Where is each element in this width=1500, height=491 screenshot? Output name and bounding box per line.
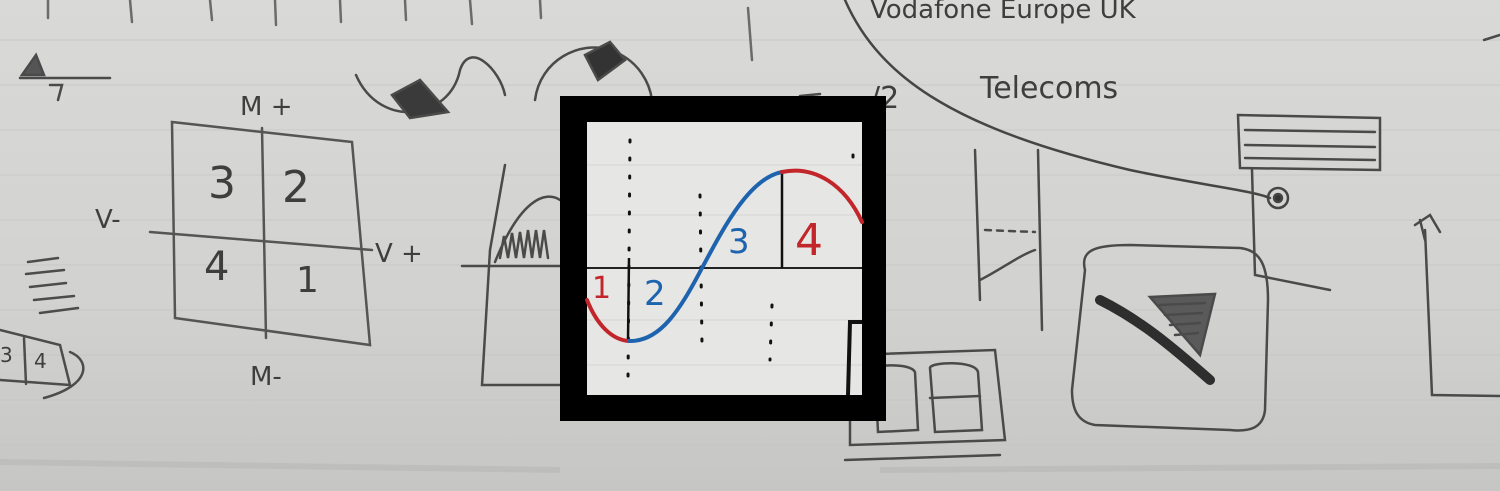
top-right-text: Vodafone Europe UK (870, 0, 1137, 25)
inset-grid (587, 164, 862, 366)
quadrant-diagram (148, 120, 374, 347)
top-ticks-sketch (46, 0, 754, 62)
quadrant-cell-3: 3 (208, 158, 236, 209)
quadrant-top-label: M + (240, 92, 292, 122)
arc-sketches (354, 40, 654, 120)
inset-curve-blue (627, 170, 784, 344)
inset-marker-left (626, 257, 631, 341)
inset-number-4: 4 (795, 215, 823, 266)
left-edge-sketch (0, 256, 85, 400)
wave-sketch (460, 163, 562, 387)
quadrant-cell-1: 1 (296, 260, 319, 301)
left-edge-digit: 3 (0, 343, 13, 367)
inset-paper (587, 122, 862, 395)
delta-glyph (18, 52, 112, 102)
left-edge-digit-4: 4 (34, 349, 47, 373)
quadrant-left-label: V- (95, 205, 121, 235)
inset-bracket (846, 320, 862, 396)
fan-icon-sketch (1070, 243, 1270, 432)
inset-curve-red-left (585, 298, 631, 343)
fraction-sketch (798, 92, 1044, 332)
large-arc (843, 0, 1290, 210)
quadrant-cell-4: 4 (204, 244, 229, 290)
quadrant-cell-2: 2 (282, 162, 310, 213)
quadrant-right-label: V + (375, 239, 423, 269)
inset-number-1: 1 (592, 271, 611, 306)
inset-curve-red-right (780, 168, 864, 224)
right-box-sketch (1236, 33, 1500, 398)
bottom-smudge (0, 459, 1500, 473)
inset-number-3: 3 (728, 222, 750, 262)
telecoms-text: Telecoms (979, 71, 1118, 106)
inset-number-2: 2 (644, 274, 666, 314)
quadrant-bottom-label: M- (250, 362, 282, 392)
